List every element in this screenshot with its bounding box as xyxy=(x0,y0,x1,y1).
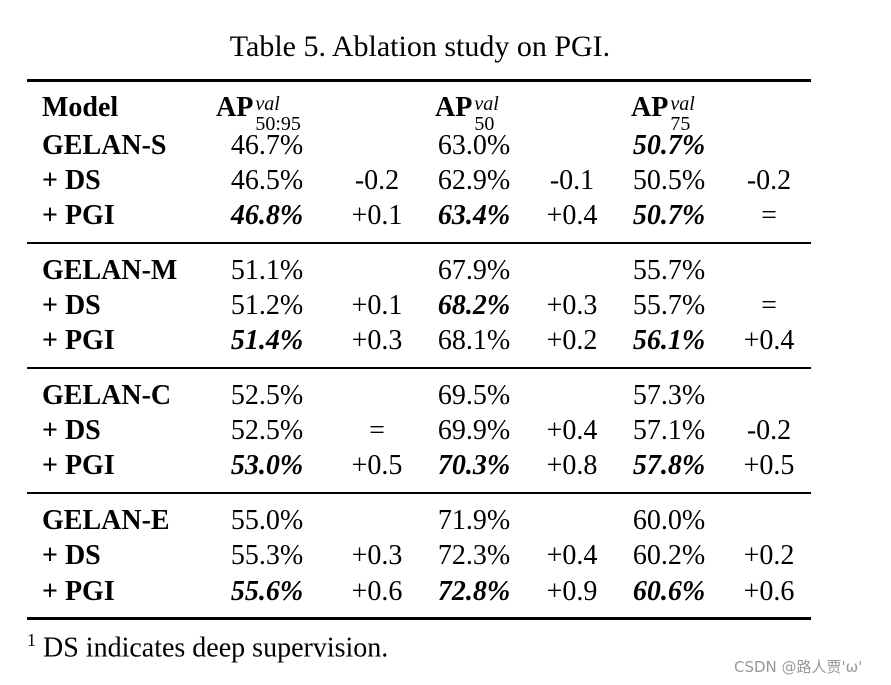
cell-delta-50: +0.4 xyxy=(546,540,598,571)
row-model: GELAN-S xyxy=(42,130,167,161)
cell-delta-75: +0.6 xyxy=(743,576,795,607)
top-rule xyxy=(27,79,811,82)
cell-delta-75: = xyxy=(761,200,777,231)
cell-delta-50-95: +0.6 xyxy=(351,576,403,607)
row-model: + DS xyxy=(42,540,101,571)
header-ap-75: AP val 75 xyxy=(631,90,778,135)
header-ap-50: AP val 50 xyxy=(435,90,582,135)
cell-ap-50-95: 55.0% xyxy=(230,505,304,536)
header-model: Model xyxy=(42,92,119,123)
header-ap-75-sup: val xyxy=(670,93,695,115)
cell-ap-50-95: 51.4% xyxy=(230,325,304,356)
cell-ap-50: 71.9% xyxy=(437,505,511,536)
cell-ap-50-95: 52.5% xyxy=(230,380,304,411)
cell-delta-50: +0.4 xyxy=(546,200,598,231)
cell-ap-75: 57.3% xyxy=(632,380,706,411)
row-model: + PGI xyxy=(42,325,115,356)
cell-delta-50-95: +0.5 xyxy=(351,450,403,481)
cell-delta-75: -0.2 xyxy=(746,165,792,196)
cell-ap-50-95: 55.3% xyxy=(230,540,304,571)
cell-ap-50-95: 51.1% xyxy=(230,255,304,286)
group-divider xyxy=(27,367,811,369)
cell-ap-50: 68.1% xyxy=(437,325,511,356)
cell-ap-50-95: 52.5% xyxy=(230,415,304,446)
header-ap-75-scripts: val 75 xyxy=(668,90,778,135)
cell-delta-50: +0.9 xyxy=(546,576,598,607)
cell-delta-75: +0.2 xyxy=(743,540,795,571)
cell-ap-50: 69.9% xyxy=(437,415,511,446)
header-ap-75-sub: 75 xyxy=(670,113,691,135)
header-ap-75-base: AP xyxy=(631,92,669,123)
cell-delta-50-95: = xyxy=(369,415,385,446)
table-footnote: 1 DS indicates deep supervision. xyxy=(27,630,388,664)
header-ap-50-sub: 50 xyxy=(474,113,495,135)
cell-ap-50: 67.9% xyxy=(437,255,511,286)
cell-ap-50: 72.3% xyxy=(437,540,511,571)
cell-ap-50-95: 46.5% xyxy=(230,165,304,196)
watermark: CSDN @路人贾'ω' xyxy=(734,658,863,676)
header-ap-50-95-sub: 50:95 xyxy=(255,113,301,135)
cell-ap-50: 72.8% xyxy=(437,576,511,607)
cell-delta-75: +0.5 xyxy=(743,450,795,481)
cell-delta-75: -0.2 xyxy=(746,415,792,446)
cell-ap-75: 57.1% xyxy=(632,415,706,446)
cell-ap-75: 55.7% xyxy=(632,255,706,286)
row-model: GELAN-M xyxy=(42,255,178,286)
footnote-text: DS indicates deep supervision. xyxy=(36,632,389,664)
cell-ap-75: 50.7% xyxy=(632,130,706,161)
cell-delta-75: = xyxy=(761,290,777,321)
footnote-mark: 1 xyxy=(27,630,36,650)
cell-ap-75: 60.0% xyxy=(632,505,706,536)
cell-ap-75: 55.7% xyxy=(632,290,706,321)
cell-ap-50-95: 46.8% xyxy=(230,200,304,231)
row-model: + PGI xyxy=(42,450,115,481)
cell-ap-75: 56.1% xyxy=(632,325,706,356)
header-ap-50-sup: val xyxy=(474,93,499,115)
cell-ap-75: 50.7% xyxy=(632,200,706,231)
cell-delta-50: +0.8 xyxy=(546,450,598,481)
cell-ap-50: 63.0% xyxy=(437,130,511,161)
bottom-rule xyxy=(27,617,811,620)
header-ap-50-scripts: val 50 xyxy=(472,90,582,135)
cell-delta-50: +0.4 xyxy=(546,415,598,446)
cell-ap-50-95: 51.2% xyxy=(230,290,304,321)
cell-ap-50: 63.4% xyxy=(437,200,511,231)
cell-ap-75: 60.6% xyxy=(632,576,706,607)
row-model: + PGI xyxy=(42,200,115,231)
header-ap-50-95-scripts: val 50:95 xyxy=(253,90,363,135)
cell-ap-75: 60.2% xyxy=(632,540,706,571)
cell-ap-75: 57.8% xyxy=(632,450,706,481)
cell-ap-50: 68.2% xyxy=(437,290,511,321)
group-divider xyxy=(27,492,811,494)
cell-ap-50: 69.5% xyxy=(437,380,511,411)
cell-ap-50-95: 46.7% xyxy=(230,130,304,161)
row-model: GELAN-E xyxy=(42,505,170,536)
cell-delta-50: +0.2 xyxy=(546,325,598,356)
row-model: + DS xyxy=(42,165,101,196)
row-model: + DS xyxy=(42,290,101,321)
cell-delta-50-95: +0.3 xyxy=(351,325,403,356)
row-model: GELAN-C xyxy=(42,380,172,411)
cell-delta-50-95: -0.2 xyxy=(354,165,400,196)
cell-ap-50-95: 55.6% xyxy=(230,576,304,607)
cell-delta-50-95: +0.3 xyxy=(351,540,403,571)
cell-delta-75: +0.4 xyxy=(743,325,795,356)
cell-ap-50: 70.3% xyxy=(437,450,511,481)
row-model: + DS xyxy=(42,415,101,446)
cell-ap-75: 50.5% xyxy=(632,165,706,196)
header-ap-50-95-base: AP xyxy=(216,92,254,123)
table-caption: Table 5. Ablation study on PGI. xyxy=(229,30,611,63)
cell-delta-50: +0.3 xyxy=(546,290,598,321)
cell-ap-50-95: 53.0% xyxy=(230,450,304,481)
row-model: + PGI xyxy=(42,576,115,607)
header-ap-50-95: AP val 50:95 xyxy=(216,90,363,135)
group-divider xyxy=(27,242,811,244)
cell-delta-50-95: +0.1 xyxy=(351,290,403,321)
cell-ap-50: 62.9% xyxy=(437,165,511,196)
header-ap-50-95-sup: val xyxy=(255,93,280,115)
cell-delta-50-95: +0.1 xyxy=(351,200,403,231)
cell-delta-50: -0.1 xyxy=(549,165,595,196)
header-ap-50-base: AP xyxy=(435,92,473,123)
